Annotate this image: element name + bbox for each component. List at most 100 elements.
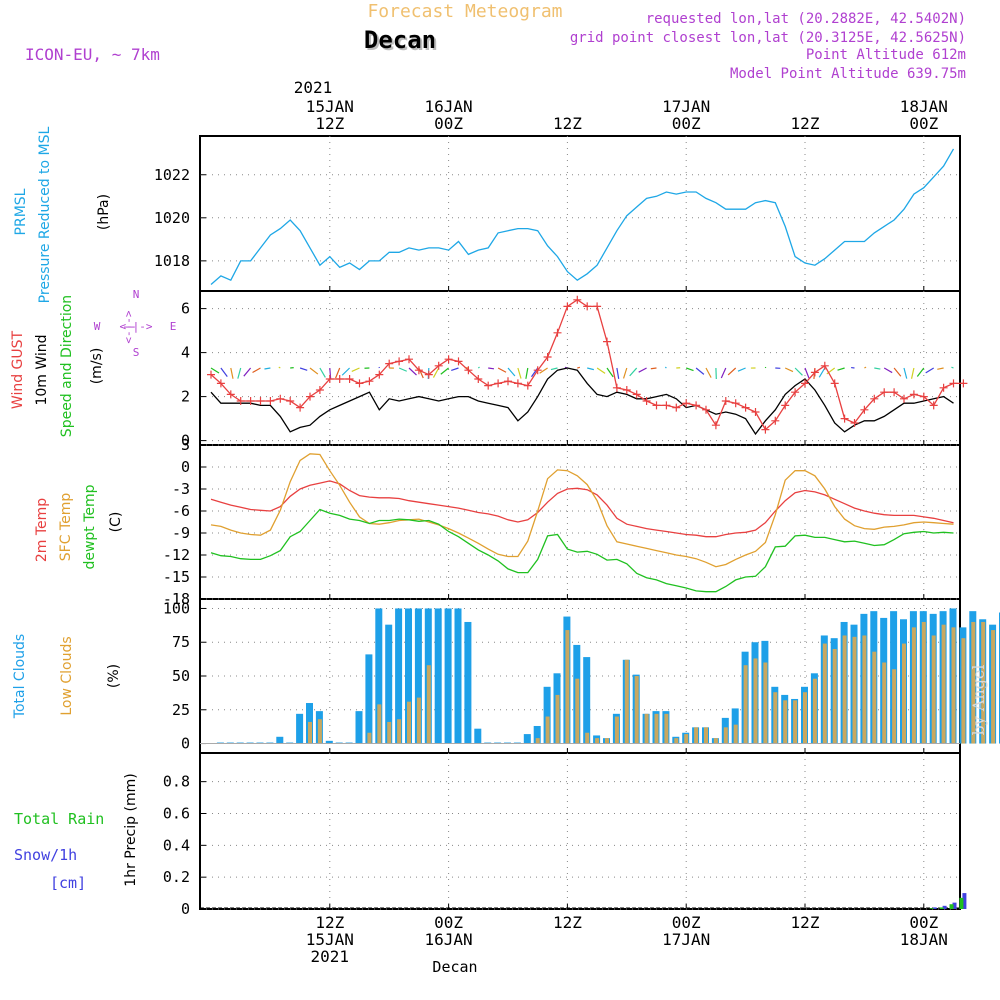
low-cloud-bar (387, 721, 392, 744)
model-altitude: Model Point Altitude 639.75m (730, 66, 966, 82)
pressure-y-tick-label: 1018 (154, 252, 190, 270)
snow-label: Snow/1h (14, 846, 77, 864)
time-label-bottom: 12Z (315, 913, 344, 932)
precip-panel-frame (199, 752, 961, 910)
wind-direction-arrow (530, 367, 539, 378)
gust-marker (929, 401, 938, 410)
wind-direction-arrow (686, 367, 694, 372)
gust-marker (385, 359, 394, 368)
wind-direction-arrow (309, 367, 319, 375)
gust-marker (236, 397, 245, 405)
pressure-line (210, 148, 955, 285)
snow-unit-label: [cm] (50, 874, 86, 892)
low-cloud-bar (416, 697, 421, 744)
wind-direction-arrow (418, 367, 424, 379)
gust-marker (860, 405, 869, 414)
low-cloud-bar (921, 621, 926, 744)
location-title-shadow: Decan (366, 28, 438, 56)
gust-marker (810, 368, 819, 377)
low-cloud-bar (664, 713, 669, 744)
total-cloud-bar (276, 736, 284, 744)
gust-marker (454, 357, 463, 366)
total-cloud-bar (533, 725, 541, 744)
wind-direction-arrow (398, 367, 407, 372)
low-cloud-bar (674, 738, 679, 744)
low-cloud-bar (882, 662, 887, 744)
gust-marker (603, 337, 611, 346)
wind-direction-arrow (525, 367, 529, 379)
wind-direction-arrow (451, 367, 459, 372)
time-label-bottom: 00Z (434, 913, 463, 932)
wind-direction-arrow (237, 367, 242, 379)
gust-marker (830, 379, 839, 388)
gust-marker (424, 370, 433, 379)
compass-w: W (94, 320, 101, 333)
gust-marker (593, 302, 602, 311)
dewpt-label: dewpt Temp (82, 484, 98, 569)
wind-direction-arrow (664, 366, 667, 369)
compass-s: S (133, 346, 140, 359)
total-cloud-bar (434, 608, 442, 744)
low-cloud-bar (555, 694, 560, 744)
total-cloud-bar (464, 621, 472, 744)
wind-direction-arrow (622, 367, 628, 379)
pressure-label-1: PRMSL (13, 188, 29, 235)
gust-marker (464, 366, 473, 375)
compass-we-arrow: <-|-> (119, 320, 152, 333)
low-cloud-bar (862, 635, 867, 744)
time-label-bottom: 17JAN (662, 930, 710, 949)
wind-direction-arrow (299, 367, 308, 371)
gust-marker (909, 390, 918, 399)
wind-direction-arrow (335, 367, 341, 379)
wind-y-tick-label: 2 (181, 388, 190, 406)
low-cloud-bar (713, 738, 718, 744)
clouds-y-tick-label: 0 (181, 735, 190, 753)
gust-marker (405, 355, 413, 364)
gust-marker (306, 392, 314, 401)
low-cloud-bar (773, 692, 778, 744)
time-label-top: 00Z (672, 114, 701, 133)
wind-direction-arrow (629, 367, 638, 377)
pressure-y-tick-label: 1022 (154, 166, 190, 184)
low-cloud-bar (753, 658, 758, 744)
gust-marker (434, 361, 443, 370)
gust-marker (672, 403, 681, 412)
gust-marker (731, 399, 740, 408)
wind-direction-arrow (925, 367, 935, 374)
wind-y-tick-label: 0 (181, 432, 190, 450)
rain-bar (959, 897, 964, 909)
pressure-label-2: Pressure Reduced to MSL (37, 126, 53, 303)
gust-marker (642, 397, 651, 405)
low-cloud-bar (407, 701, 411, 744)
gust-marker (870, 394, 879, 403)
wind-y-tick-label: 6 (181, 300, 190, 318)
grid-lines (200, 136, 960, 910)
low-cloud-bar (793, 700, 798, 744)
low-cloud-label: Low Clouds (59, 636, 75, 715)
compass-ns-arrow: <-|-> (122, 310, 135, 343)
temperature-y-tick-label: -18 (163, 590, 190, 608)
low-cloud-bar (308, 721, 312, 744)
gust-marker (662, 401, 671, 410)
low-cloud-bar (911, 627, 916, 744)
wind-direction-arrow (550, 367, 558, 371)
gust-marker (335, 375, 344, 383)
model-label: ICON-EU, ~ 7km (25, 45, 160, 64)
low-cloud-bar (545, 716, 550, 744)
low-cloud-bar (565, 630, 570, 744)
time-label-bottom: 12Z (791, 913, 820, 932)
gust-marker (216, 379, 225, 388)
pressure-unit: (hPa) (96, 194, 112, 230)
time-label-bottom: 18JAN (900, 930, 948, 949)
low-cloud-bar (803, 692, 807, 744)
low-cloud-bar (832, 648, 837, 744)
wind-direction-arrow (319, 367, 326, 378)
wind-direction-arrow (874, 367, 881, 370)
wind-direction-arrow (695, 367, 705, 375)
low-cloud-bar (397, 719, 402, 744)
temperature-y-tick-label: -3 (172, 480, 190, 498)
temperature-y-tick-label: -6 (172, 502, 190, 520)
gust-marker (622, 386, 631, 394)
low-cloud-bar (367, 732, 372, 744)
